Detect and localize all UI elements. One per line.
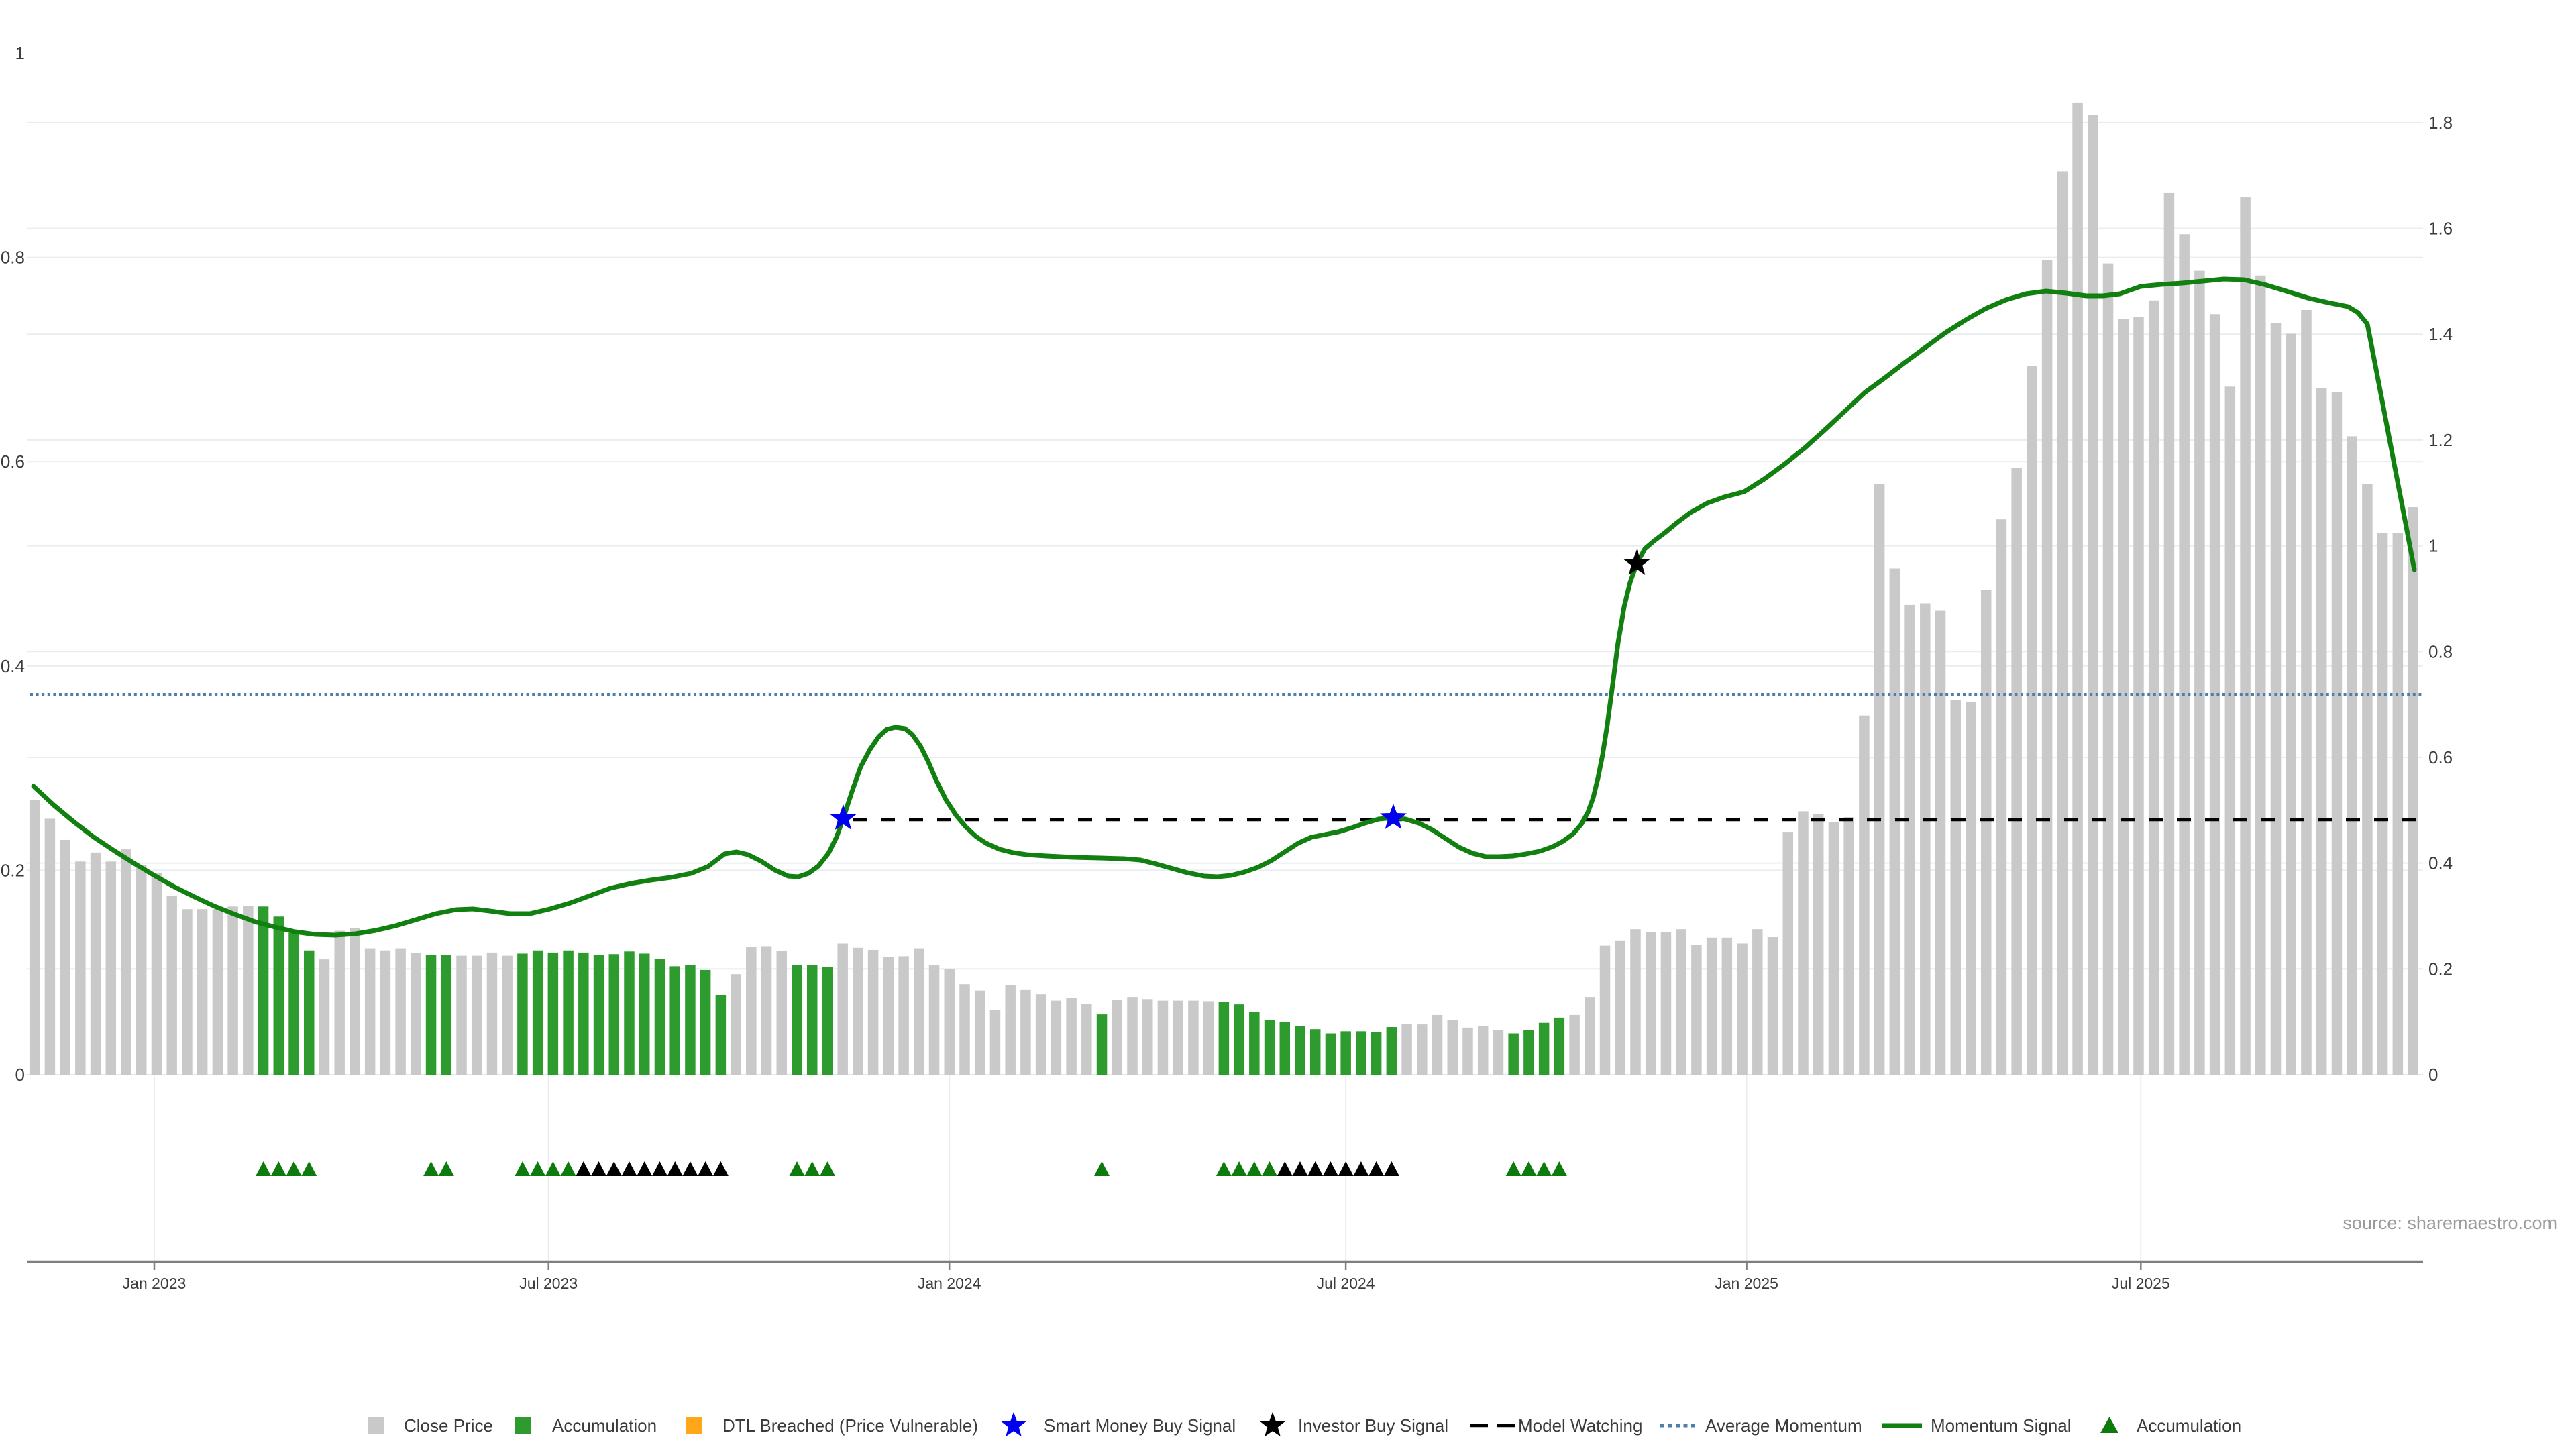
svg-text:0.2: 0.2 xyxy=(2428,959,2453,979)
svg-text:0.2: 0.2 xyxy=(1,860,25,880)
svg-text:0: 0 xyxy=(2428,1065,2438,1085)
svg-text:Model Watching: Model Watching xyxy=(1518,1415,1642,1436)
svg-text:0.8: 0.8 xyxy=(2428,641,2453,661)
svg-text:Momentum Signal: Momentum Signal xyxy=(1931,1415,2072,1436)
svg-text:Average Momentum: Average Momentum xyxy=(1705,1415,1862,1436)
svg-text:0.4: 0.4 xyxy=(1,656,25,676)
svg-text:1.6: 1.6 xyxy=(2428,219,2453,239)
svg-text:1: 1 xyxy=(15,43,25,63)
svg-text:0: 0 xyxy=(15,1065,25,1085)
svg-text:1.2: 1.2 xyxy=(2428,430,2453,450)
svg-text:0.8: 0.8 xyxy=(1,248,25,268)
svg-text:Jul 2023: Jul 2023 xyxy=(519,1275,578,1292)
svg-text:Jul 2024: Jul 2024 xyxy=(1317,1275,1375,1292)
svg-text:0.6: 0.6 xyxy=(2428,747,2453,767)
svg-text:0.6: 0.6 xyxy=(1,451,25,472)
svg-text:Jan 2024: Jan 2024 xyxy=(918,1275,981,1292)
svg-text:Investor Buy Signal: Investor Buy Signal xyxy=(1298,1415,1448,1436)
svg-text:Accumulation: Accumulation xyxy=(2137,1415,2241,1436)
svg-text:Jan 2023: Jan 2023 xyxy=(123,1275,186,1292)
svg-text:Close Price: Close Price xyxy=(404,1415,493,1436)
svg-text:0.4: 0.4 xyxy=(2428,853,2453,873)
svg-text:source: sharemaestro.com: source: sharemaestro.com xyxy=(2343,1213,2557,1233)
svg-text:Jul 2025: Jul 2025 xyxy=(2112,1275,2170,1292)
svg-text:1.8: 1.8 xyxy=(2428,113,2453,133)
svg-text:Accumulation: Accumulation xyxy=(552,1415,657,1436)
svg-text:Smart Money Buy Signal: Smart Money Buy Signal xyxy=(1044,1415,1236,1436)
svg-text:1: 1 xyxy=(2428,536,2438,556)
svg-text:1.4: 1.4 xyxy=(2428,324,2453,344)
svg-text:Jan 2025: Jan 2025 xyxy=(1715,1275,1778,1292)
svg-text:DTL Breached (Price Vulnerable: DTL Breached (Price Vulnerable) xyxy=(722,1415,978,1436)
